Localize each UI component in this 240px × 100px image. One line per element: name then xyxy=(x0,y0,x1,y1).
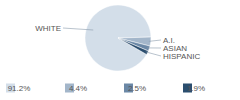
svg-text:2.5%: 2.5% xyxy=(128,84,146,93)
svg-text:1.9%: 1.9% xyxy=(187,84,205,93)
svg-text:HISPANIC: HISPANIC xyxy=(163,52,200,61)
svg-text:4.4%: 4.4% xyxy=(69,84,87,93)
svg-text:ASIAN: ASIAN xyxy=(163,43,187,53)
svg-text:91.2%: 91.2% xyxy=(8,84,31,93)
svg-text:WHITE: WHITE xyxy=(35,24,61,33)
svg-text:A.I.: A.I. xyxy=(163,35,175,45)
